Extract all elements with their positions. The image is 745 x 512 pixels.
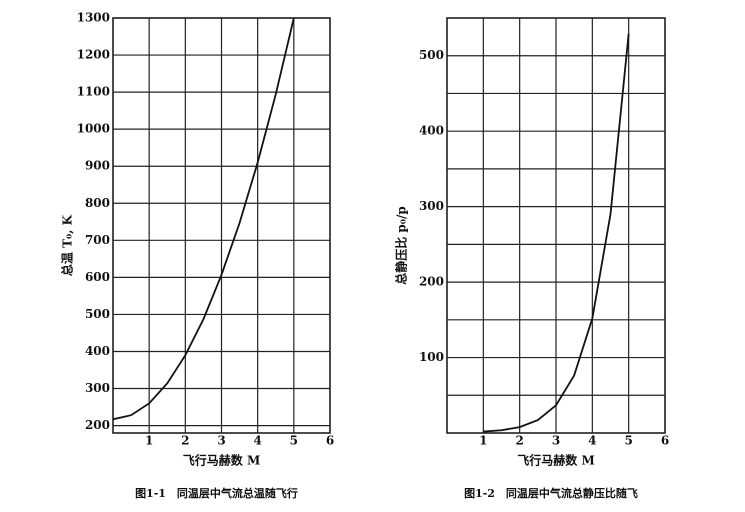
y-tick-label: 400	[85, 344, 110, 358]
y-tick-label: 500	[419, 48, 444, 62]
y-tick-label: 300	[85, 381, 110, 395]
x-tick-label: 3	[217, 434, 225, 448]
caption: 图1-2 同温层中气流总静压比随飞	[464, 486, 638, 500]
x-tick-label: 4	[253, 434, 261, 448]
x-tick-label: 5	[624, 434, 632, 448]
y-tick-label: 500	[85, 307, 110, 321]
x-tick-label: 6	[326, 434, 334, 448]
y-tick-label: 200	[85, 418, 110, 432]
y-tick-label: 200	[419, 275, 444, 289]
x-tick-label: 5	[290, 434, 298, 448]
x-axis-label: 飞行马赫数 M	[517, 453, 594, 468]
y-tick-label: 800	[85, 196, 110, 210]
y-tick-label: 700	[85, 233, 110, 247]
y-tick-label: 900	[85, 159, 110, 173]
y-tick-label: 600	[85, 270, 110, 284]
x-tick-label: 2	[515, 434, 523, 448]
x-tick-label: 6	[661, 434, 669, 448]
x-tick-label: 3	[552, 434, 560, 448]
y-axis-label: 总静压比 p₀/p	[394, 206, 409, 285]
x-tick-label: 2	[181, 434, 189, 448]
y-axis-label: 总温 T₀, K	[60, 214, 75, 276]
y-tick-label: 1200	[77, 48, 110, 62]
x-tick-label: 1	[145, 434, 153, 448]
x-tick-label: 1	[479, 434, 487, 448]
y-tick-label: 100	[419, 350, 444, 364]
x-tick-label: 4	[588, 434, 596, 448]
y-tick-label: 1100	[77, 85, 110, 99]
y-tick-label: 400	[419, 124, 444, 138]
y-tick-label: 1300	[77, 11, 110, 25]
x-axis-label: 飞行马赫数 M	[183, 453, 260, 468]
caption: 图1-1 同温层中气流总温随飞行	[135, 486, 298, 500]
y-tick-label: 1000	[77, 122, 110, 136]
curve	[483, 33, 630, 433]
y-tick-label: 300	[419, 199, 444, 213]
curve	[112, 17, 295, 421]
